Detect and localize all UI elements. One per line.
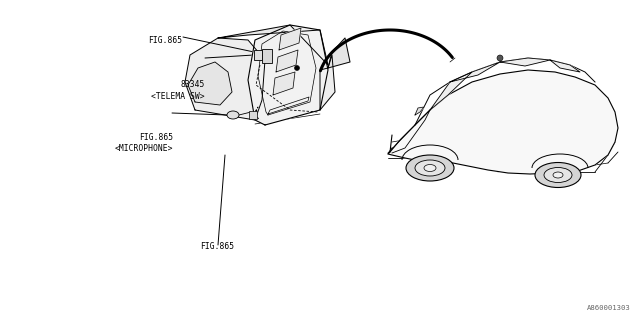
- Ellipse shape: [424, 164, 436, 172]
- Ellipse shape: [544, 167, 572, 182]
- Polygon shape: [218, 25, 328, 65]
- Circle shape: [497, 55, 503, 61]
- Polygon shape: [248, 25, 328, 125]
- Polygon shape: [279, 28, 301, 50]
- Polygon shape: [415, 107, 424, 115]
- Polygon shape: [550, 60, 580, 72]
- Text: <MICROPHONE>: <MICROPHONE>: [115, 144, 173, 153]
- Text: FIG.865: FIG.865: [200, 242, 235, 251]
- Polygon shape: [328, 38, 350, 68]
- Text: FIG.865: FIG.865: [139, 133, 173, 142]
- Text: <TELEMA SW>: <TELEMA SW>: [151, 92, 205, 100]
- Polygon shape: [320, 55, 335, 110]
- Text: 83345: 83345: [180, 80, 205, 89]
- Circle shape: [294, 66, 300, 70]
- Polygon shape: [188, 62, 232, 105]
- Ellipse shape: [553, 172, 563, 178]
- Polygon shape: [276, 50, 298, 72]
- Bar: [262, 49, 272, 63]
- Polygon shape: [500, 58, 550, 66]
- Ellipse shape: [415, 160, 445, 176]
- Bar: [254, 50, 262, 60]
- Polygon shape: [185, 38, 265, 120]
- Ellipse shape: [406, 155, 454, 181]
- Polygon shape: [430, 72, 472, 110]
- Polygon shape: [273, 72, 295, 95]
- Bar: [249, 111, 257, 119]
- Ellipse shape: [227, 111, 239, 119]
- Ellipse shape: [535, 163, 581, 188]
- Polygon shape: [388, 70, 618, 174]
- Text: FIG.865: FIG.865: [148, 36, 182, 44]
- Polygon shape: [450, 62, 500, 82]
- Text: A860001303: A860001303: [587, 305, 630, 311]
